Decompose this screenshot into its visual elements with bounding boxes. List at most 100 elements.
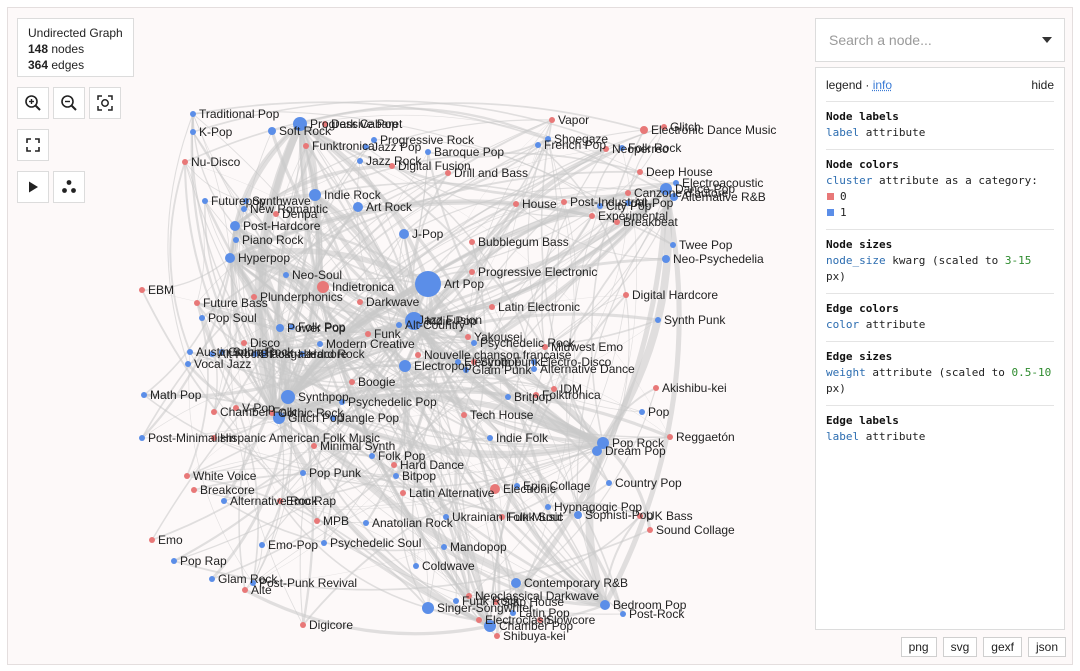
graph-node[interactable]	[399, 360, 411, 372]
graph-node[interactable]	[487, 435, 493, 441]
graph-node[interactable]	[171, 558, 177, 564]
zoom-in-button[interactable]	[17, 87, 49, 119]
graph-node[interactable]	[230, 221, 240, 231]
graph-node[interactable]	[252, 351, 258, 357]
graph-node[interactable]	[330, 415, 336, 421]
graph-node[interactable]	[194, 300, 200, 306]
graph-node[interactable]	[673, 180, 679, 186]
graph-node[interactable]	[396, 322, 402, 328]
graph-node[interactable]	[184, 473, 190, 479]
graph-node[interactable]	[549, 117, 555, 123]
graph-node[interactable]	[273, 211, 279, 217]
graph-node[interactable]	[225, 253, 235, 263]
play-layout-button[interactable]	[17, 171, 49, 203]
graph-node[interactable]	[619, 145, 625, 151]
graph-node[interactable]	[241, 340, 247, 346]
graph-node[interactable]	[309, 189, 321, 201]
graph-node[interactable]	[531, 366, 537, 372]
graph-node[interactable]	[211, 435, 217, 441]
graph-node[interactable]	[283, 272, 289, 278]
graph-node[interactable]	[199, 315, 205, 321]
graph-node[interactable]	[597, 437, 609, 449]
graph-node[interactable]	[233, 237, 239, 243]
graph-node[interactable]	[209, 351, 215, 357]
graph-node[interactable]	[660, 183, 672, 195]
graph-node[interactable]	[422, 602, 434, 614]
graph-node[interactable]	[391, 462, 397, 468]
graph-node[interactable]	[453, 598, 459, 604]
graph-node[interactable]	[261, 351, 267, 357]
graph-node[interactable]	[415, 352, 421, 358]
graph-node[interactable]	[603, 146, 609, 152]
graph-node[interactable]	[321, 540, 327, 546]
graph-node[interactable]	[311, 443, 317, 449]
graph-node[interactable]	[455, 359, 461, 365]
graph-node[interactable]	[600, 600, 610, 610]
graph-node[interactable]	[489, 304, 495, 310]
graph-node[interactable]	[317, 281, 329, 293]
graph-node[interactable]	[625, 200, 631, 206]
graph-node[interactable]	[574, 511, 582, 519]
graph-node[interactable]	[445, 170, 451, 176]
graph-node[interactable]	[662, 255, 670, 263]
graph-node[interactable]	[190, 111, 196, 117]
graph-node[interactable]	[531, 359, 537, 365]
graph-node[interactable]	[469, 269, 475, 275]
graph-node[interactable]	[620, 611, 626, 617]
graph-node[interactable]	[661, 124, 667, 130]
graph-node[interactable]	[281, 390, 295, 404]
graph-node[interactable]	[505, 394, 511, 400]
graph-node[interactable]	[592, 446, 602, 456]
graph-node[interactable]	[471, 359, 477, 365]
graph-node[interactable]	[363, 144, 369, 150]
graph-node[interactable]	[510, 610, 516, 616]
graph-node[interactable]	[187, 349, 193, 355]
graph-node[interactable]	[211, 409, 217, 415]
graph-node[interactable]	[293, 117, 307, 131]
graph-node[interactable]	[277, 498, 283, 504]
graph-node[interactable]	[670, 193, 678, 201]
graph-node[interactable]	[141, 392, 147, 398]
graph-node[interactable]	[606, 480, 612, 486]
graph-node[interactable]	[202, 198, 208, 204]
graph-node[interactable]	[513, 201, 519, 207]
legend-hide-button[interactable]: hide	[1031, 77, 1054, 92]
graph-node[interactable]	[299, 351, 305, 357]
graph-node[interactable]	[493, 599, 499, 605]
graph-node[interactable]	[499, 514, 505, 520]
legend-info-link[interactable]: info	[872, 77, 893, 92]
graph-node[interactable]	[259, 542, 265, 548]
graph-node[interactable]	[637, 513, 643, 519]
graph-node[interactable]	[561, 199, 567, 205]
graph-node[interactable]	[317, 341, 323, 347]
graph-node[interactable]	[494, 633, 500, 639]
export-svg-button[interactable]: svg	[942, 637, 978, 657]
graph-node[interactable]	[357, 299, 363, 305]
graph-node[interactable]	[476, 617, 482, 623]
graph-node[interactable]	[250, 580, 256, 586]
graph-node[interactable]	[357, 158, 363, 164]
graph-node[interactable]	[149, 537, 155, 543]
graph-node[interactable]	[393, 473, 399, 479]
graph-node[interactable]	[466, 593, 472, 599]
graph-node[interactable]	[139, 287, 145, 293]
graph-node[interactable]	[349, 379, 355, 385]
graph-node[interactable]	[300, 622, 306, 628]
graph-node[interactable]	[191, 487, 197, 493]
graph-node[interactable]	[399, 229, 409, 239]
node-search[interactable]	[815, 18, 1065, 62]
export-png-button[interactable]: png	[900, 637, 937, 657]
graph-node[interactable]	[490, 484, 500, 494]
graph-node[interactable]	[597, 203, 603, 209]
graph-node[interactable]	[409, 317, 415, 323]
graph-node[interactable]	[363, 520, 369, 526]
graph-node[interactable]	[353, 202, 363, 212]
graph-node[interactable]	[443, 514, 449, 520]
graph-node[interactable]	[589, 213, 595, 219]
graph-node[interactable]	[221, 498, 227, 504]
layout-button[interactable]	[53, 171, 85, 203]
search-input[interactable]	[827, 31, 1042, 49]
graph-node[interactable]	[463, 367, 469, 373]
graph-node[interactable]	[441, 544, 447, 550]
graph-node[interactable]	[637, 169, 643, 175]
